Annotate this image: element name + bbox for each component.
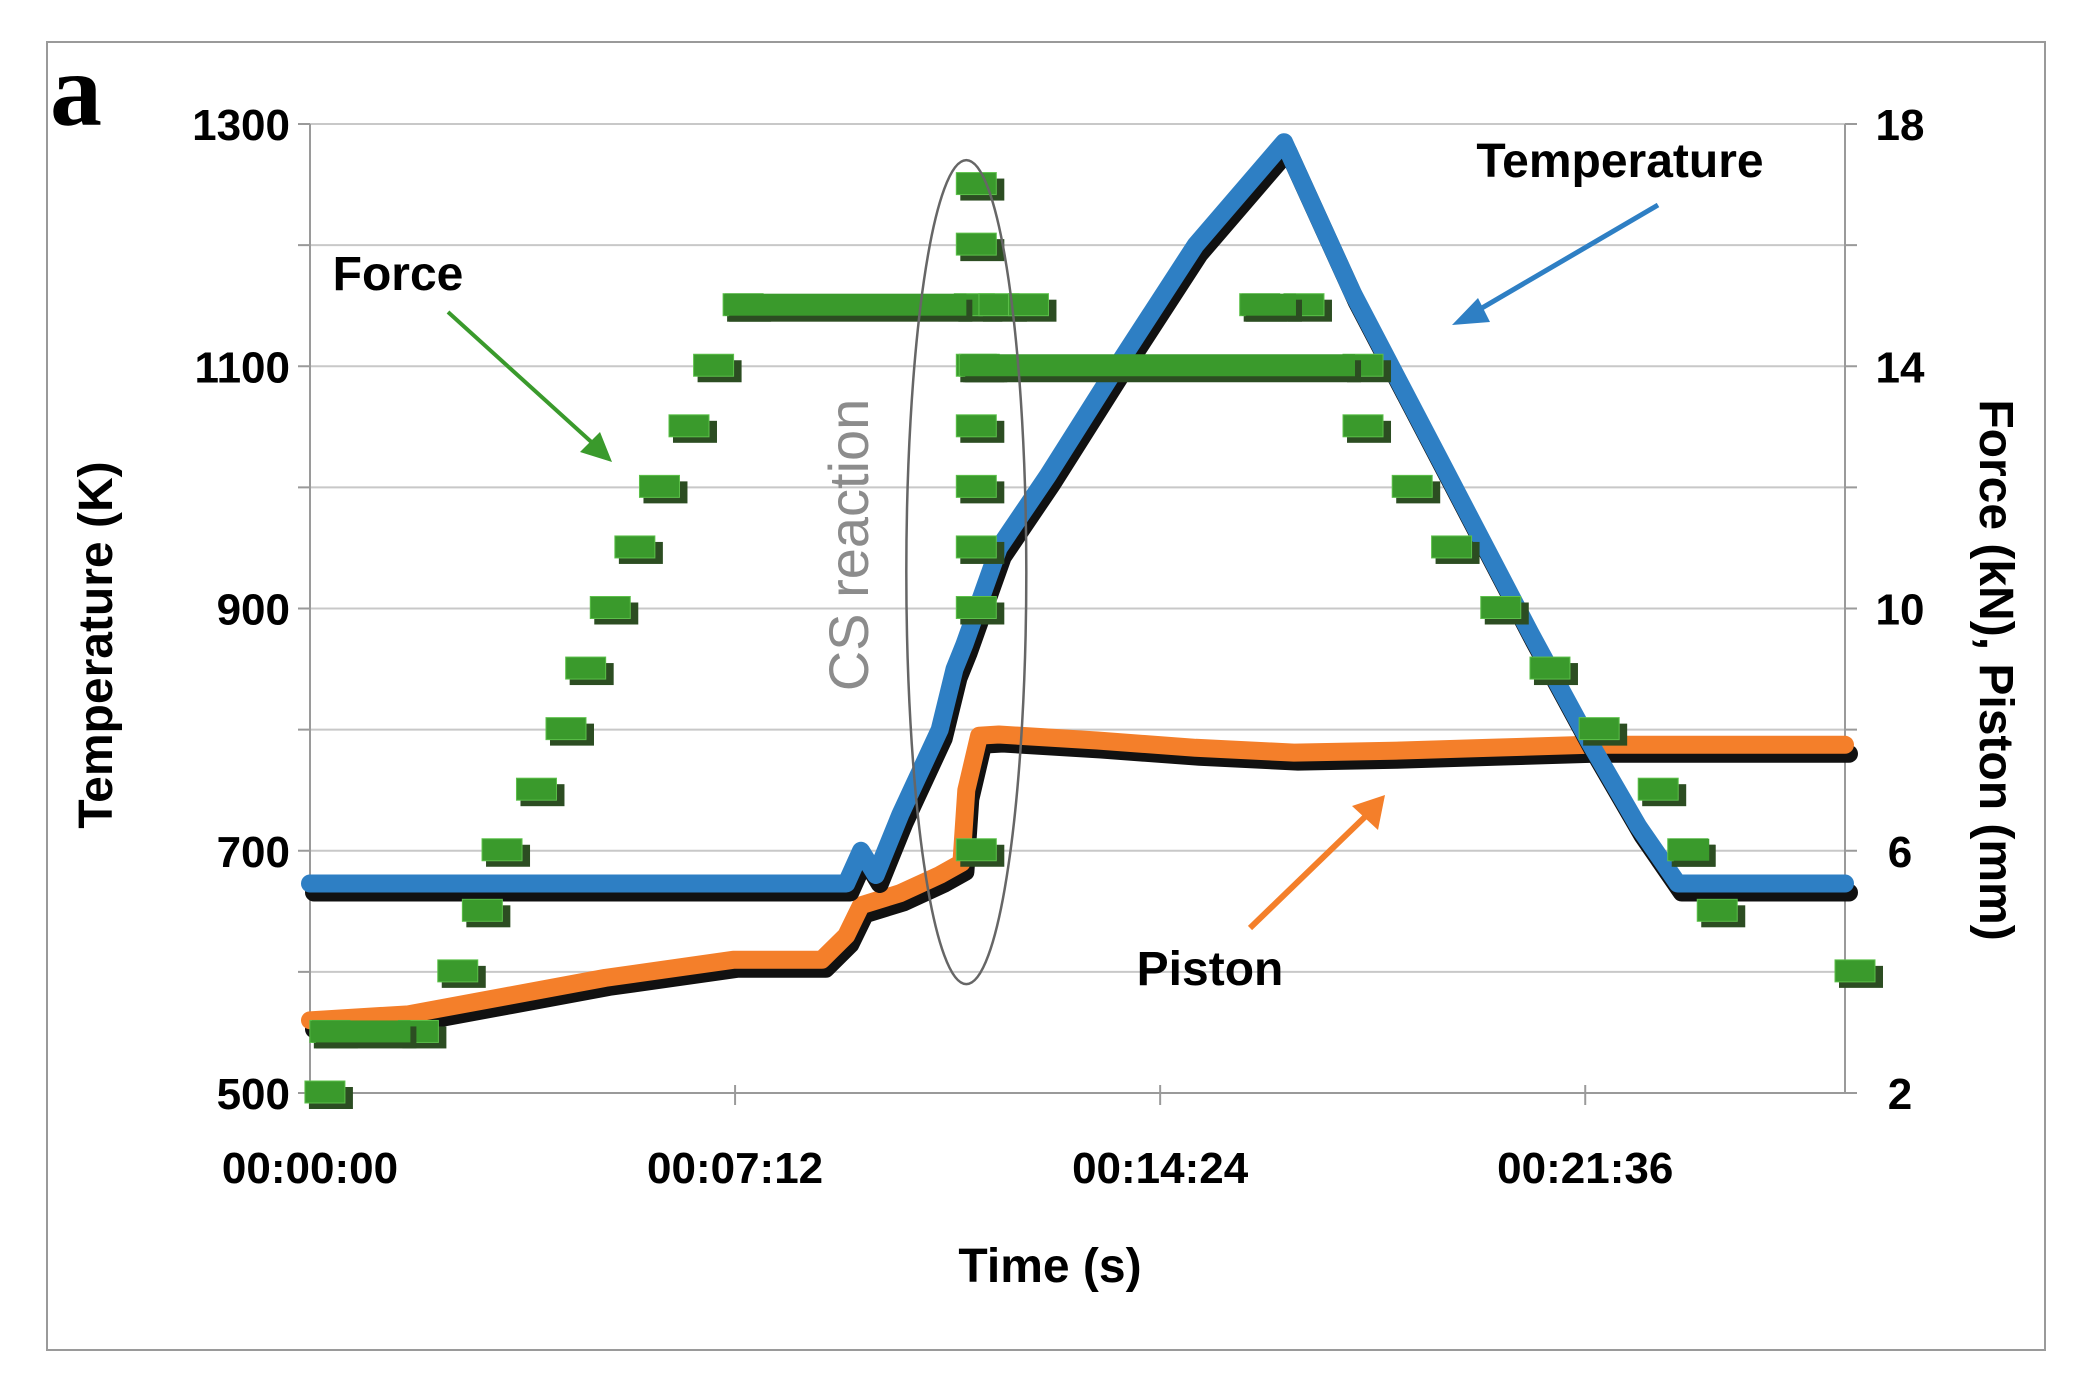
y-left-tick-label: 1100	[195, 343, 290, 392]
force-label: Force	[333, 248, 464, 301]
series-piston-shadow	[305, 734, 1858, 1039]
y-left-tick-label: 500	[217, 1070, 290, 1119]
force-point	[304, 1080, 346, 1104]
force-point	[481, 838, 523, 862]
y-right-tick-label: 6	[1888, 828, 1912, 877]
force-point	[1637, 777, 1679, 801]
temperature-arrow-line	[1468, 202, 1660, 318]
figure-label: a	[50, 33, 102, 148]
force-plateau	[311, 1020, 411, 1043]
force-point	[1696, 898, 1738, 922]
piston-arrow-line	[1247, 809, 1373, 931]
y-left-tick-label: 1300	[192, 101, 290, 150]
y-left-axis-title: Temperature (K)	[70, 461, 123, 828]
force-point	[1007, 293, 1049, 317]
force-arrow-line	[446, 310, 600, 450]
force-point	[614, 535, 656, 559]
force-point	[545, 717, 587, 741]
force-point	[1342, 414, 1384, 438]
temperature-label: Temperature	[1476, 135, 1763, 188]
force-point	[668, 414, 710, 438]
force-plateau	[961, 354, 1356, 377]
y-right-tick-label: 18	[1876, 101, 1925, 150]
force-point	[693, 353, 735, 377]
tick-labels: 00:00:00 00:07:12 00:14:24 00:21:36 500 700 90…	[192, 101, 1925, 1193]
force-point	[1480, 596, 1522, 619]
force-point	[437, 959, 479, 983]
y-right-axis-title: Force (kN), Piston (mm)	[1969, 399, 2022, 940]
force-plateau	[1669, 838, 1710, 861]
force-point	[1529, 656, 1571, 680]
cs-reaction-label: CS reaction	[817, 399, 880, 692]
force-point	[638, 474, 680, 498]
y-right-tick-label: 10	[1876, 586, 1925, 635]
y-left-tick-label: 900	[217, 586, 290, 635]
figure-border	[46, 41, 2046, 1351]
cs-reaction-ellipse	[905, 158, 1028, 986]
force-point	[1431, 535, 1473, 559]
x-tick-label: 00:21:36	[1497, 1144, 1673, 1193]
axes	[298, 123, 1857, 1105]
force-point	[1391, 474, 1433, 498]
piston-arrow-head	[1352, 795, 1385, 830]
force-point	[461, 898, 503, 922]
force-point	[955, 232, 997, 256]
x-tick-label: 00:00:00	[222, 1144, 398, 1193]
x-tick-label: 00:07:12	[647, 1144, 823, 1193]
force-point	[955, 838, 997, 862]
force-point	[515, 777, 557, 801]
force-point	[955, 535, 997, 559]
x-tick-label: 00:14:24	[1072, 1144, 1249, 1193]
y-right-tick-label: 2	[1888, 1070, 1912, 1119]
force-plateau	[1241, 293, 1296, 316]
force-plateau	[725, 293, 967, 316]
y-right-tick-label: 14	[1876, 343, 1925, 392]
force-point	[1834, 959, 1876, 983]
force-point	[589, 596, 631, 619]
force-point	[955, 474, 997, 498]
series-layer	[301, 133, 1883, 1109]
y-left-tick-label: 700	[217, 828, 290, 877]
force-arrow-head	[580, 432, 612, 462]
x-axis-title: Time (s)	[958, 1240, 1141, 1293]
force-point	[1578, 717, 1620, 741]
force-point	[955, 172, 997, 196]
temperature-arrow-head	[1452, 298, 1490, 325]
annotations: CS reaction Force Temperature Piston	[333, 135, 1764, 996]
force-point	[955, 596, 997, 619]
force-point	[955, 414, 997, 438]
piston-label: Piston	[1137, 943, 1284, 996]
force-point	[565, 656, 607, 680]
